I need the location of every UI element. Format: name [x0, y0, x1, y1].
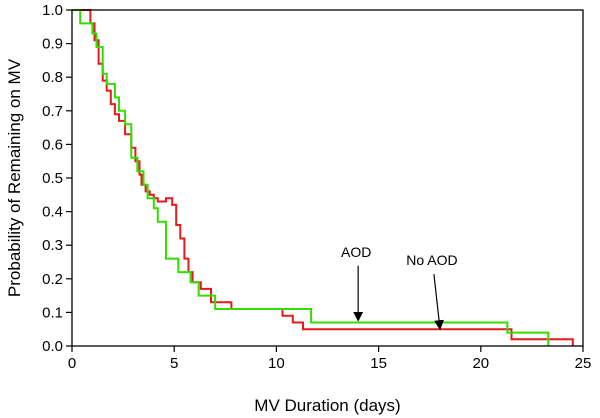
x-tick-label: 20	[472, 355, 489, 372]
y-axis: 0.0 0.1 0.2 0.3 0.4 0.5 0.6 0.7 0.8 0.9 1.0	[42, 2, 72, 355]
series-layer	[72, 9, 574, 346]
series-no-aod-line	[72, 9, 574, 346]
x-tick-label: 5	[170, 355, 178, 372]
x-tick-label: 15	[370, 355, 387, 372]
y-tick-label: 0.3	[42, 237, 63, 254]
series-aod-line	[72, 9, 550, 346]
x-axis: 0 5 10 15 20 25	[68, 346, 592, 372]
y-tick-label: 0.5	[42, 170, 63, 187]
y-tick-label: 0.6	[42, 136, 63, 153]
x-tick-label: 25	[575, 355, 592, 372]
annotation-aod: AOD	[341, 244, 371, 322]
y-tick-label: 0.9	[42, 36, 63, 53]
annotation-no-aod: No AOD	[406, 252, 458, 331]
annotation-aod-label: AOD	[341, 244, 371, 260]
y-tick-label: 0.8	[42, 69, 63, 86]
y-tick-label: 0.0	[42, 338, 63, 355]
y-tick-label: 1.0	[42, 2, 63, 19]
y-tick-label: 0.1	[42, 304, 63, 321]
x-tick-label: 10	[268, 355, 285, 372]
y-tick-label: 0.2	[42, 271, 63, 288]
annotation-no-aod-arrow	[433, 274, 445, 331]
x-axis-title: MV Duration (days)	[254, 396, 400, 415]
annotation-no-aod-label: No AOD	[406, 252, 457, 268]
y-tick-label: 0.4	[42, 204, 63, 221]
y-axis-title: Probability of Remaining on MV	[5, 58, 24, 297]
y-tick-label: 0.7	[42, 103, 63, 120]
plot-frame	[71, 9, 584, 347]
x-tick-label: 0	[68, 355, 76, 372]
